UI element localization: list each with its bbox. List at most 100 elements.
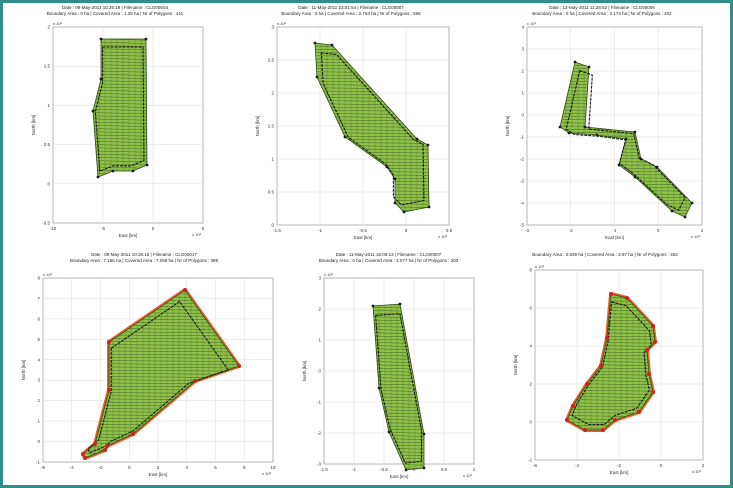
x-tick-label: 2 <box>157 465 160 470</box>
vertex-point <box>655 165 659 169</box>
plot-canvas: -1.5 -1 -0.5 0 0.5 0 0.5 1 1.5 2 2.5 3 East [km] Nort… <box>255 21 453 240</box>
vertex-point <box>415 137 419 141</box>
x-scale-factor: x 10³ <box>691 234 701 239</box>
vertex-point <box>651 324 655 328</box>
y-tick-label: -0.5 <box>42 221 50 226</box>
y-tick-label: 6 <box>529 306 532 311</box>
x-tick-label: -1 <box>612 228 616 233</box>
vertex-point <box>625 296 629 300</box>
vertex-point <box>571 404 575 408</box>
y-tick-label: 2 <box>521 69 524 74</box>
y-tick-label: 2 <box>47 25 50 30</box>
vertex-point <box>670 209 674 213</box>
vertex-point <box>595 133 599 137</box>
vertex-point <box>107 388 111 392</box>
plot-title: Date : 09-May-2011 10:26:15 | Filename :… <box>8 252 280 263</box>
y-tick-label: 0 <box>318 369 321 374</box>
y-tick-label: 1.5 <box>268 124 275 129</box>
x-tick-label: -1 <box>352 467 356 472</box>
plot-title-area-line: Boundary Area : 0 ha | Covered Area : 2.… <box>532 10 672 16</box>
plot-title-area-line: Boundary Area : 0 ha | Covered Area : 1.… <box>46 10 184 16</box>
plot-title: Date : 11-May-2011 23:01:54 | Filename :… <box>245 5 457 16</box>
vertex-point <box>393 177 397 181</box>
x-axis-label: East [km] <box>610 470 629 475</box>
y-tick-label: 0 <box>271 223 274 228</box>
vertex-point <box>343 135 347 139</box>
vertex-point <box>565 418 569 422</box>
vertex-point <box>427 205 431 209</box>
vertex-point <box>402 210 406 214</box>
y-tick-label: -1 <box>317 400 321 405</box>
driven-path <box>565 69 686 211</box>
x-tick-label: -1 <box>318 228 322 233</box>
vertex-point <box>237 364 241 368</box>
vertex-point <box>653 340 657 344</box>
driven-path <box>571 301 652 425</box>
x-tick-label: 0 <box>405 228 408 233</box>
vertex-point <box>81 452 85 456</box>
x-tick-label: 0 <box>660 463 663 468</box>
plot-canvas: -10 -5 0 5 -0.5 0 0.5 1 1.5 2 East [km] North [km] x… <box>31 21 205 238</box>
y-tick-label: -3 <box>520 179 524 184</box>
x-tick-label: 0 <box>128 465 131 470</box>
plot-title-area-line: Boundary Area : 0 ha | Covered Area : 2.… <box>318 257 459 263</box>
x-scale-factor: x 10³ <box>692 469 702 474</box>
y-tick-label: -5 <box>520 223 524 228</box>
plot-title: Date : 09-May-2011 10:26:19 | Filename :… <box>15 5 215 16</box>
y-scale-factor: x 10³ <box>43 272 53 277</box>
x-tick-label: -6 <box>41 465 45 470</box>
plot-title: Date : 12-May-2011 11:26:52 | Filename :… <box>492 5 712 16</box>
y-tick-label: 0 <box>529 420 532 425</box>
y-axis-label: North [km] <box>21 360 26 381</box>
vertex-point <box>91 109 95 113</box>
x-axis-label: East [km] <box>605 235 624 240</box>
vertex-point <box>617 163 621 167</box>
x-tick-label: -3 <box>525 228 529 233</box>
vertex-point <box>585 382 589 386</box>
x-axis-label: East [km] <box>354 235 373 240</box>
y-tick-label: 1 <box>271 157 274 162</box>
plot-title-date-line: Date : 11-May-2011 23:01:54 | Filename :… <box>298 5 404 10</box>
vertex-point <box>99 37 103 41</box>
vertex-point <box>624 137 628 141</box>
vertex-point <box>387 430 391 434</box>
y-tick-label: 8 <box>37 276 40 281</box>
y-tick-label: 0 <box>521 113 524 118</box>
y-tick-label: 1 <box>318 338 321 343</box>
x-tick-label: 4 <box>185 465 188 470</box>
y-tick-label: 1.5 <box>44 64 51 69</box>
driven-path <box>87 300 230 454</box>
x-tick-label: 10 <box>270 465 276 470</box>
vertex-point <box>93 442 97 446</box>
x-axis-label: East [km] <box>119 233 138 238</box>
vertex-point <box>145 163 149 167</box>
y-axis-label: North [km] <box>513 355 518 376</box>
vertex-point <box>422 466 426 470</box>
plot-canvas: -3 -2 -1 0 1 -5 -4 -3 -2 -1 0 1 2 3 4 East [km] North [k… <box>505 21 704 240</box>
plot-title-date-line: Date : 09-May-2011 10:26:19 | Filename :… <box>62 5 168 10</box>
x-tick-label: 0.5 <box>446 228 453 233</box>
y-tick-label: 2 <box>271 91 274 96</box>
vertex-point <box>613 418 617 422</box>
coverage-plot-6: Boundary Area : 2.839 ha | Covered Area … <box>500 252 710 480</box>
x-tick-label: -4 <box>575 463 579 468</box>
y-tick-label: 2 <box>37 398 40 403</box>
vertex-point <box>96 175 100 179</box>
vertex-point <box>573 60 577 64</box>
coverage-plot-2: Date : 11-May-2011 23:01:54 | Filename :… <box>245 5 457 243</box>
vertex-point <box>637 410 641 414</box>
y-tick-label: 2 <box>529 382 532 387</box>
plot-title-area-line: Boundary Area : 0 ha | Covered Area : 2.… <box>281 10 421 16</box>
x-tick-label: 0 <box>152 226 155 231</box>
vertex-point <box>583 125 587 129</box>
x-scale-factor: x 10³ <box>262 471 272 476</box>
vertex-point <box>609 292 613 296</box>
plot-title-date-line: Date : 11-May-2011 16:06:13 | Filename :… <box>335 252 442 257</box>
y-axis-label: North [km] <box>255 116 260 137</box>
y-tick-label: 5 <box>37 337 40 342</box>
vertex-point <box>99 77 103 81</box>
y-axis-label: North [km] <box>31 115 36 136</box>
x-tick-label: -1.5 <box>273 228 281 233</box>
plot-canvas: -6 -4 -2 0 2 4 6 8 10 -1 0 1 2 3 4 5 6 7 8 East [km] North [… <box>21 272 276 477</box>
y-tick-label: 4 <box>37 357 40 362</box>
